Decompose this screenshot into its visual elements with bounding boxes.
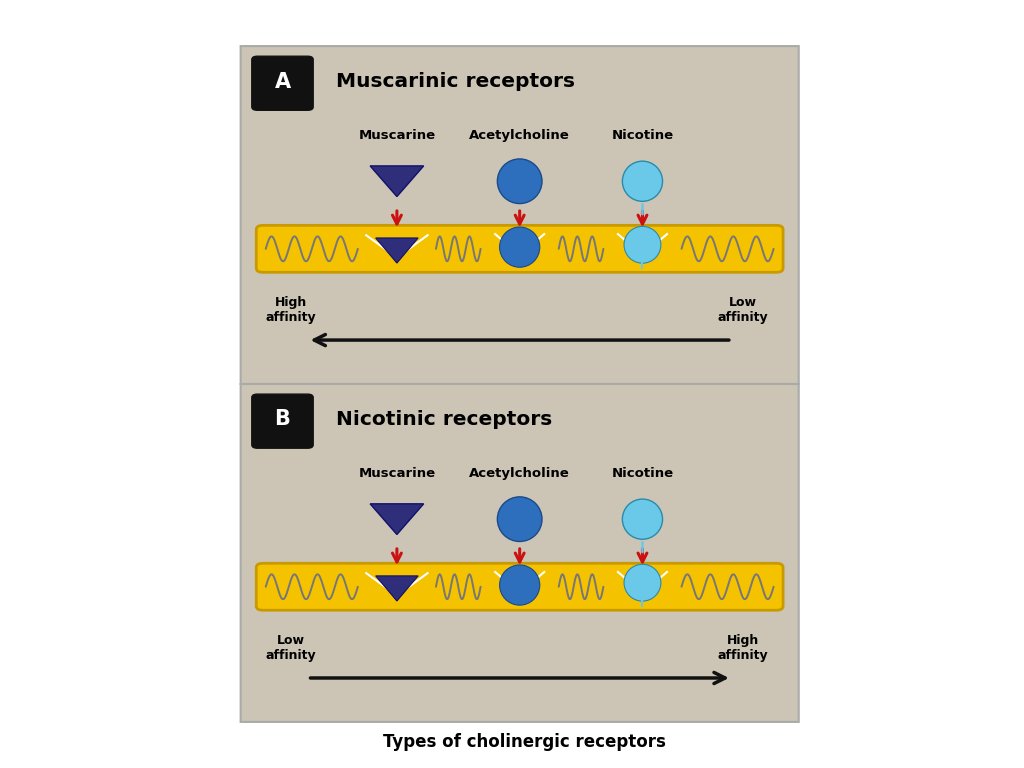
Ellipse shape bbox=[498, 497, 542, 541]
Text: High
affinity: High affinity bbox=[265, 296, 316, 323]
Ellipse shape bbox=[500, 565, 540, 605]
Polygon shape bbox=[376, 576, 418, 601]
Text: Muscarine: Muscarine bbox=[358, 129, 435, 142]
Text: Acetylcholine: Acetylcholine bbox=[469, 467, 570, 480]
Polygon shape bbox=[376, 238, 418, 263]
Text: Nicotine: Nicotine bbox=[611, 129, 674, 142]
Text: Nicotine: Nicotine bbox=[611, 467, 674, 480]
FancyBboxPatch shape bbox=[241, 384, 799, 722]
Ellipse shape bbox=[498, 159, 542, 204]
Text: Muscarine: Muscarine bbox=[358, 467, 435, 480]
FancyBboxPatch shape bbox=[256, 225, 783, 273]
Ellipse shape bbox=[500, 227, 540, 267]
Text: Nicotinic receptors: Nicotinic receptors bbox=[336, 410, 552, 429]
Text: Acetylcholine: Acetylcholine bbox=[469, 129, 570, 142]
Text: Low
affinity: Low affinity bbox=[265, 634, 316, 661]
Ellipse shape bbox=[624, 564, 660, 601]
Ellipse shape bbox=[624, 227, 660, 263]
Text: B: B bbox=[274, 409, 291, 429]
FancyBboxPatch shape bbox=[241, 46, 799, 384]
Text: Types of cholinergic receptors: Types of cholinergic receptors bbox=[383, 733, 666, 751]
Text: Muscarinic receptors: Muscarinic receptors bbox=[336, 72, 574, 91]
Text: A: A bbox=[274, 71, 291, 91]
Ellipse shape bbox=[623, 161, 663, 201]
FancyBboxPatch shape bbox=[252, 394, 313, 449]
FancyBboxPatch shape bbox=[252, 56, 313, 111]
Ellipse shape bbox=[623, 499, 663, 539]
Polygon shape bbox=[370, 166, 424, 197]
Text: High
affinity: High affinity bbox=[718, 634, 768, 661]
FancyBboxPatch shape bbox=[256, 563, 783, 611]
Polygon shape bbox=[370, 504, 424, 535]
Text: Low
affinity: Low affinity bbox=[718, 296, 768, 323]
